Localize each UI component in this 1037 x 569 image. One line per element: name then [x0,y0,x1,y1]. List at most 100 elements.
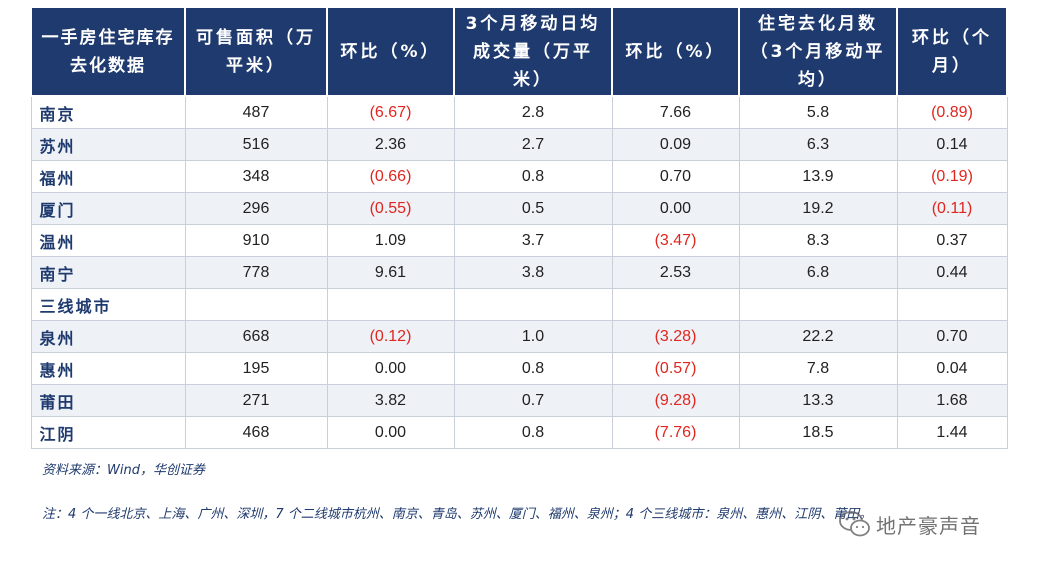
months-cell: 18.5 [738,416,898,449]
volume-cell [453,288,613,321]
volume-cell: 1.0 [453,320,613,353]
header-city: 一手房住宅库存去化数据 [30,6,186,97]
months-cell: 6.3 [738,128,898,161]
city-cell: 莆田 [30,384,186,417]
volume-cell: 2.8 [453,95,613,129]
header-months-change: 环比（个月） [896,6,1008,97]
watermark-text: 地产豪声音 [876,513,981,538]
area-cell: 296 [184,192,328,225]
area-cell: 516 [184,128,328,161]
volume-change-cell: (7.76) [611,416,740,449]
area-change-cell: 1.09 [326,224,455,257]
area-cell: 487 [184,95,328,129]
wechat-icon [839,511,870,537]
volume-change-cell: (3.47) [611,224,740,257]
volume-change-cell: 0.70 [611,160,740,193]
volume-change-cell: 0.09 [611,128,740,161]
months-change-cell: (0.19) [896,160,1008,193]
months-change-cell: 0.04 [896,352,1008,385]
city-cell: 温州 [30,224,186,257]
months-cell: 13.3 [738,384,898,417]
months-cell: 5.8 [738,95,898,129]
months-change-cell: 1.68 [896,384,1008,417]
area-change-cell: 2.36 [326,128,455,161]
volume-change-cell: (3.28) [611,320,740,353]
months-cell [738,288,898,321]
header-volume: 3个月移动日均成交量（万平米） [453,6,613,97]
city-cell: 江阴 [30,416,186,449]
volume-change-cell [611,288,740,321]
table-row: 泉州 668 (0.12) 1.0 (3.28) 22.2 0.70 [30,320,1008,353]
months-change-cell: 0.14 [896,128,1008,161]
area-cell: 348 [184,160,328,193]
area-change-cell: (0.66) [326,160,455,193]
table-row: 江阴 468 0.00 0.8 (7.76) 18.5 1.44 [30,416,1008,449]
area-cell: 778 [184,256,328,289]
months-cell: 22.2 [738,320,898,353]
area-cell: 910 [184,224,328,257]
months-cell: 7.8 [738,352,898,385]
table-row: 惠州 195 0.00 0.8 (0.57) 7.8 0.04 [30,352,1008,385]
months-change-cell: (0.89) [896,95,1008,129]
months-cell: 6.8 [738,256,898,289]
area-cell: 468 [184,416,328,449]
watermark: 地产豪声音 [838,509,981,539]
area-cell: 668 [184,320,328,353]
months-change-cell: 0.44 [896,256,1008,289]
city-cell: 南宁 [30,256,186,289]
area-change-cell: 0.00 [326,352,455,385]
area-change-cell: 9.61 [326,256,455,289]
area-cell: 271 [184,384,328,417]
footnote: 注：4 个一线北京、上海、广州、深圳，7 个二线城市杭州、南京、青岛、苏州、厦门… [42,507,873,522]
table-row: 南京 487 (6.67) 2.8 7.66 5.8 (0.89) [30,95,1008,129]
area-cell: 195 [184,352,328,385]
volume-cell: 3.7 [453,224,613,257]
city-cell: 厦门 [30,192,186,225]
months-change-cell [896,288,1008,321]
area-change-cell [326,288,455,321]
city-cell: 南京 [30,95,186,129]
table-row: 厦门 296 (0.55) 0.5 0.00 19.2 (0.11) [30,192,1008,225]
volume-change-cell: 2.53 [611,256,740,289]
city-cell: 泉州 [30,320,186,353]
volume-change-cell: (0.57) [611,352,740,385]
area-change-cell: 3.82 [326,384,455,417]
table-row: 福州 348 (0.66) 0.8 0.70 13.9 (0.19) [30,160,1008,193]
area-cell [184,288,328,321]
area-change-cell: 0.00 [326,416,455,449]
volume-change-cell: 7.66 [611,95,740,129]
table-row: 三线城市 [30,288,1008,321]
volume-cell: 0.7 [453,384,613,417]
table-body: 南京 487 (6.67) 2.8 7.66 5.8 (0.89) 苏州 516 2.36 2.7 0… [30,95,1008,449]
source-note: 资料来源：Wind，华创证券 [42,463,205,478]
months-change-cell: 1.44 [896,416,1008,449]
header-area-change: 环比（%） [326,6,455,97]
volume-cell: 2.7 [453,128,613,161]
table-row: 莆田 271 3.82 0.7 (9.28) 13.3 1.68 [30,384,1008,417]
months-cell: 13.9 [738,160,898,193]
months-cell: 19.2 [738,192,898,225]
months-change-cell: 0.70 [896,320,1008,353]
city-cell: 福州 [30,160,186,193]
volume-change-cell: (9.28) [611,384,740,417]
months-cell: 8.3 [738,224,898,257]
table-row: 苏州 516 2.36 2.7 0.09 6.3 0.14 [30,128,1008,161]
header-volume-change: 环比（%） [611,6,740,97]
city-cell: 惠州 [30,352,186,385]
area-change-cell: (6.67) [326,95,455,129]
city-cell: 苏州 [30,128,186,161]
area-change-cell: (0.55) [326,192,455,225]
inventory-table: 一手房住宅库存去化数据 可售面积（万平米） 环比（%） 3个月移动日均成交量（万… [30,6,1008,449]
area-change-cell: (0.12) [326,320,455,353]
volume-cell: 3.8 [453,256,613,289]
city-cell: 三线城市 [30,288,186,321]
volume-cell: 0.8 [453,352,613,385]
table-row: 温州 910 1.09 3.7 (3.47) 8.3 0.37 [30,224,1008,257]
volume-cell: 0.5 [453,192,613,225]
months-change-cell: 0.37 [896,224,1008,257]
volume-cell: 0.8 [453,416,613,449]
volume-change-cell: 0.00 [611,192,740,225]
header-months: 住宅去化月数（3个月移动平均） [738,6,898,97]
table-row: 南宁 778 9.61 3.8 2.53 6.8 0.44 [30,256,1008,289]
volume-cell: 0.8 [453,160,613,193]
